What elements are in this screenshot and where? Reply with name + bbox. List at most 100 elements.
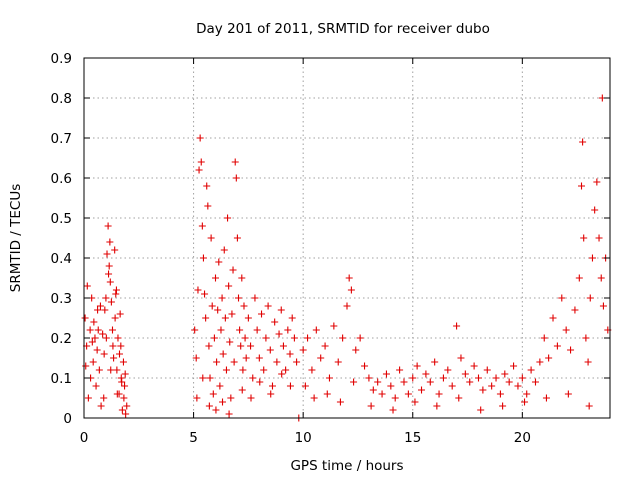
data-point	[233, 234, 241, 242]
y-tick-label: 0.1	[51, 371, 72, 387]
data-point	[431, 358, 439, 366]
data-point	[112, 286, 120, 294]
data-point	[523, 390, 531, 398]
data-point	[356, 334, 364, 342]
data-point	[288, 314, 296, 322]
data-point	[321, 342, 329, 350]
data-point	[336, 398, 344, 406]
chart-title: Day 201 of 2011, SRMTID for receiver dub…	[196, 21, 490, 37]
data-point	[588, 254, 596, 262]
y-tick-label: 0.4	[51, 251, 72, 267]
data-point	[114, 334, 122, 342]
data-point	[100, 350, 108, 358]
data-point	[352, 346, 360, 354]
data-point	[116, 310, 124, 318]
data-point	[418, 386, 426, 394]
data-point	[258, 310, 266, 318]
data-point	[396, 366, 404, 374]
data-point	[116, 350, 124, 358]
data-point	[106, 278, 114, 286]
data-point	[206, 374, 214, 382]
data-point	[205, 402, 213, 410]
data-point	[595, 234, 603, 242]
data-point	[109, 342, 117, 350]
data-point	[433, 402, 441, 410]
data-point	[304, 334, 312, 342]
data-point	[293, 358, 301, 366]
data-point	[542, 394, 550, 402]
data-point	[107, 298, 115, 306]
y-tick-label: 0.5	[51, 211, 72, 227]
data-point	[579, 138, 587, 146]
data-point	[277, 306, 285, 314]
data-point	[219, 350, 227, 358]
data-point	[426, 378, 434, 386]
data-point	[118, 378, 126, 386]
data-point	[477, 406, 485, 414]
data-point	[208, 302, 216, 310]
data-point	[404, 390, 412, 398]
data-point	[96, 302, 104, 310]
data-point	[444, 366, 452, 374]
y-tick-labels: 0 0.1 0.2 0.3 0.4 0.5 0.6 0.7 0.8 0.9	[51, 51, 72, 427]
data-points	[81, 94, 612, 422]
x-tick-labels: 0 5 10 15 20	[80, 430, 531, 446]
data-point	[286, 382, 294, 390]
data-point	[120, 394, 128, 402]
data-point	[105, 270, 113, 278]
data-point	[202, 314, 210, 322]
data-point	[213, 358, 221, 366]
data-point	[197, 158, 205, 166]
data-point	[531, 378, 539, 386]
data-point	[225, 282, 233, 290]
data-point	[374, 378, 382, 386]
data-point	[262, 334, 270, 342]
data-point	[209, 390, 217, 398]
data-point	[196, 134, 204, 142]
data-point	[323, 390, 331, 398]
data-point	[278, 370, 286, 378]
data-point	[273, 358, 281, 366]
data-point	[226, 338, 234, 346]
data-point	[299, 346, 307, 354]
data-point	[571, 306, 579, 314]
data-point	[108, 326, 116, 334]
data-point	[267, 390, 275, 398]
data-point	[122, 410, 130, 418]
data-point	[237, 342, 245, 350]
data-point	[496, 390, 504, 398]
data-point	[229, 266, 237, 274]
data-point	[282, 366, 290, 374]
data-point	[91, 334, 99, 342]
data-point	[286, 350, 294, 358]
data-point	[199, 374, 207, 382]
data-point	[238, 274, 246, 282]
data-point	[89, 358, 97, 366]
data-point	[238, 386, 246, 394]
data-point	[222, 366, 230, 374]
data-point	[231, 158, 239, 166]
data-point	[112, 290, 120, 298]
x-axis-label: GPS time / hours	[290, 458, 403, 474]
data-point	[284, 326, 292, 334]
data-point	[94, 326, 102, 334]
data-point	[279, 342, 287, 350]
data-point	[347, 286, 355, 294]
data-point	[203, 182, 211, 190]
data-point	[466, 378, 474, 386]
data-point	[82, 362, 90, 370]
data-point	[585, 402, 593, 410]
data-point	[251, 294, 259, 302]
data-point	[93, 346, 101, 354]
y-tick-label: 0.3	[51, 291, 72, 307]
data-point	[249, 374, 257, 382]
data-point	[483, 366, 491, 374]
data-point	[562, 326, 570, 334]
x-tick-label: 5	[189, 430, 198, 446]
data-point	[84, 394, 92, 402]
data-point	[230, 358, 238, 366]
data-point	[310, 394, 318, 402]
data-point	[501, 370, 509, 378]
data-point	[97, 402, 105, 410]
data-point	[106, 238, 114, 246]
